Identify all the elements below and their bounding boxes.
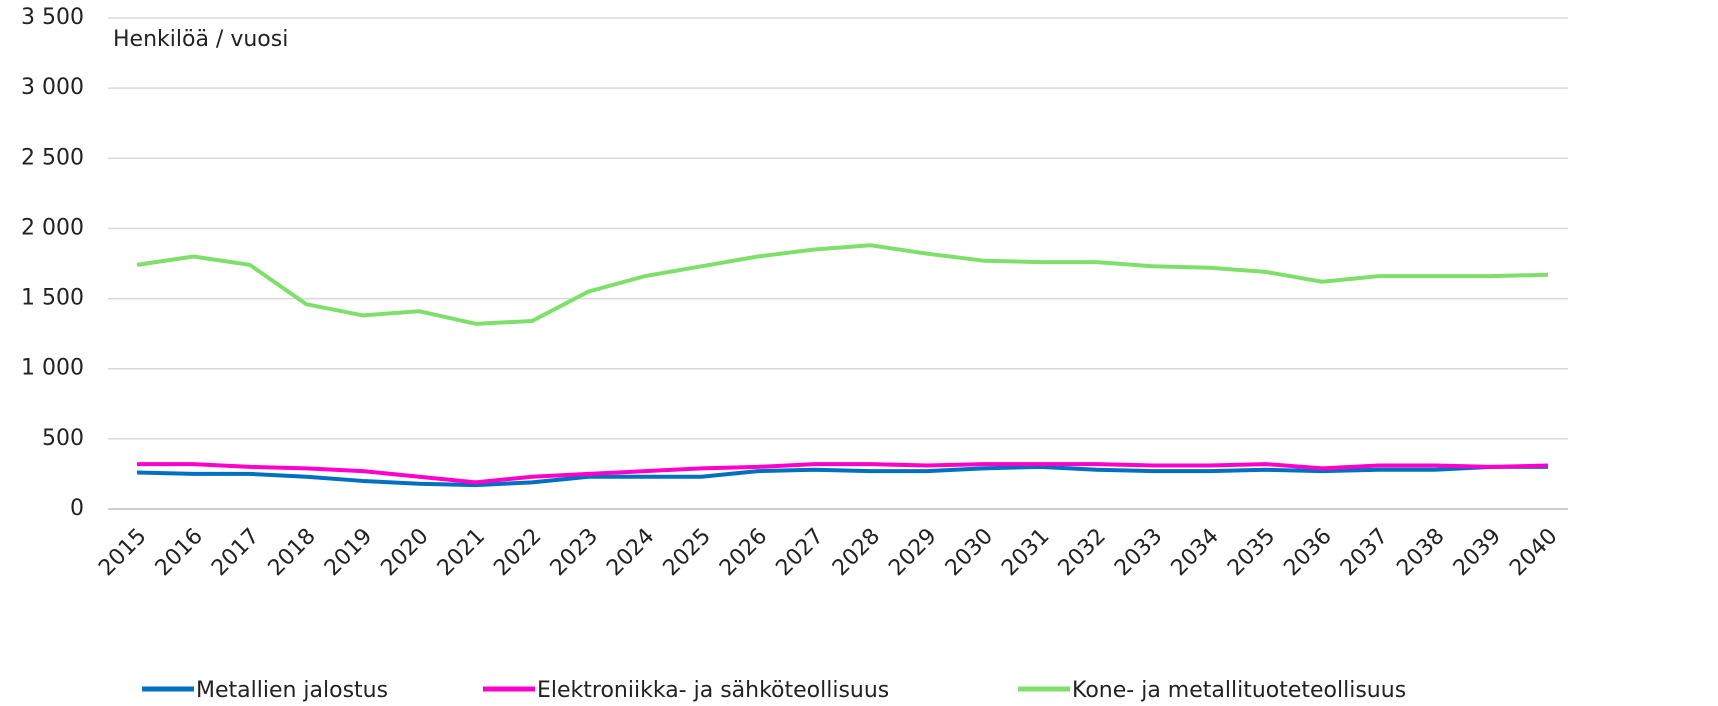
x-tick-label: 2029 (884, 524, 941, 581)
x-tick-label: 2031 (997, 524, 1054, 581)
y-tick-label: 0 (70, 496, 84, 521)
legend-label: Elektroniikka- ja sähköteollisuus (537, 678, 889, 703)
y-tick-label: 1 000 (21, 356, 84, 381)
y-tick-label: 3 500 (21, 5, 84, 30)
line (136, 243, 1549, 326)
line (137, 462, 1549, 485)
x-tick-label: 2026 (715, 524, 772, 581)
x-tick-label: 2033 (1110, 524, 1167, 581)
x-tick-label: 2035 (1223, 524, 1280, 581)
y-tick-label: 2 500 (21, 145, 84, 170)
x-tick-label: 2023 (546, 524, 603, 581)
y-tick-label: 3 000 (21, 75, 84, 100)
y-tick-label: 2 000 (21, 215, 84, 240)
x-tick-label: 2027 (771, 524, 828, 581)
x-tick-label: 2032 (1054, 524, 1111, 581)
x-tick-label: 2021 (433, 524, 490, 581)
x-tick-label: 2018 (264, 524, 321, 581)
x-tick-label: 2036 (1279, 524, 1336, 581)
x-tick-label: 2038 (1392, 524, 1449, 581)
x-tick-label: 2040 (1505, 524, 1562, 581)
x-tick-label: 2016 (151, 524, 208, 581)
x-tick-label: 2015 (94, 524, 151, 581)
x-tick-label: 2039 (1449, 524, 1506, 581)
x-tick-label: 2022 (489, 524, 546, 581)
x-tick-label: 2024 (602, 524, 659, 581)
x-tick-label: 2034 (1167, 524, 1224, 581)
x-tick-label: 2030 (941, 524, 998, 581)
legend-label: Kone- ja metallituoteteollisuus (1072, 678, 1406, 703)
y-axis-label: Henkilöä / vuosi (113, 27, 288, 52)
y-tick-label: 1 500 (21, 286, 84, 311)
x-tick-label: 2020 (376, 524, 433, 581)
x-tick-label: 2025 (659, 524, 716, 581)
x-tick-label: 2017 (207, 524, 264, 581)
legend-label: Metallien jalostus (196, 678, 388, 703)
line (136, 464, 1548, 488)
x-tick-label: 2037 (1336, 524, 1393, 581)
x-tick-label: 2019 (320, 524, 377, 581)
x-tick-label: 2028 (828, 524, 885, 581)
y-tick-label: 500 (42, 426, 84, 451)
